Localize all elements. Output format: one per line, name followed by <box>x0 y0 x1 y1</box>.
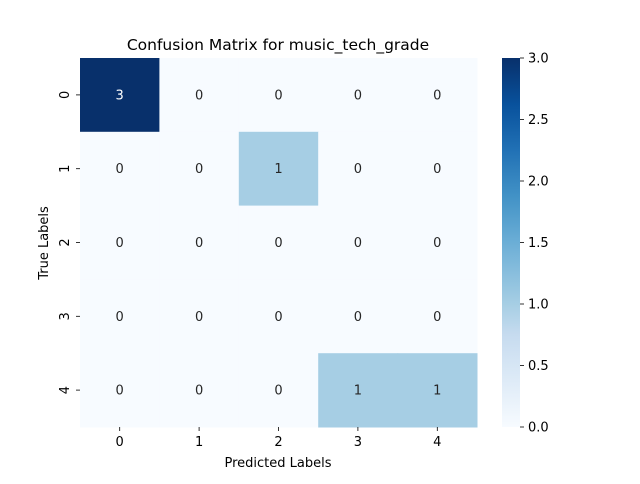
heatmap-cell <box>159 353 240 428</box>
heatmap-cell <box>397 205 478 280</box>
cell-annotation: 0 <box>433 310 441 325</box>
cell-annotation: 0 <box>116 310 124 325</box>
heatmap-cell <box>238 279 319 354</box>
heatmap-cell <box>159 58 240 133</box>
heatmap-cell <box>159 279 240 354</box>
cell-annotation: 0 <box>433 236 441 251</box>
heatmap-cells <box>80 58 478 428</box>
heatmap-cell <box>397 131 478 207</box>
x-axis-ticks: 0 1 2 3 4 <box>116 427 441 450</box>
heatmap-cell <box>238 353 319 428</box>
x-axis-label: Predicted Labels <box>224 456 331 471</box>
x-tick-label: 4 <box>433 435 441 450</box>
cell-annotation: 0 <box>433 88 441 103</box>
y-axis-label: True Labels <box>37 206 52 281</box>
heatmap-cell <box>397 279 478 354</box>
cell-annotation: 1 <box>354 384 362 399</box>
colorbar-tick-label: 1.5 <box>528 236 549 251</box>
colorbar <box>502 58 520 427</box>
y-tick-label: 0 <box>58 91 73 99</box>
colorbar-ticks: 0.0 0.5 1.0 1.5 2.0 2.5 3.0 <box>520 52 549 436</box>
x-tick-label: 2 <box>274 435 282 450</box>
colorbar-tick-label: 0.0 <box>528 421 549 436</box>
cell-annotation: 0 <box>195 162 203 177</box>
heatmap-cell <box>397 58 478 133</box>
chart-title: Confusion Matrix for music_tech_grade <box>127 36 429 55</box>
heatmap-cell <box>397 353 478 428</box>
heatmap-cell <box>159 205 240 280</box>
cell-annotation: 0 <box>274 236 282 251</box>
heatmap-cell <box>238 131 319 207</box>
cell-annotation: 0 <box>195 88 203 103</box>
heatmap-cell <box>318 353 399 428</box>
heatmap-cell <box>238 205 319 280</box>
heatmap-cell <box>238 58 319 133</box>
cell-annotations: 3 0 0 0 0 0 0 1 0 0 0 0 0 0 0 0 0 0 0 0 0 0 0 1 1 <box>116 88 442 398</box>
cell-annotation: 0 <box>116 162 124 177</box>
x-tick-label: 1 <box>195 435 203 450</box>
cell-annotation: 0 <box>274 384 282 399</box>
heatmap-cell <box>318 205 399 280</box>
x-tick-label: 0 <box>116 435 124 450</box>
cell-annotation: 0 <box>274 310 282 325</box>
y-axis-ticks: 0 1 2 3 4 <box>58 91 80 394</box>
heatmap-cell <box>80 279 160 354</box>
colorbar-tick-label: 2.0 <box>528 175 549 190</box>
heatmap-cell <box>80 353 160 428</box>
heatmap-cell <box>159 131 240 207</box>
cell-annotation: 0 <box>433 162 441 177</box>
y-tick-label: 3 <box>58 312 73 320</box>
heatmap-cell <box>80 131 160 207</box>
cell-annotation: 0 <box>274 88 282 103</box>
colorbar-tick-label: 1.0 <box>528 298 549 313</box>
y-tick-label: 2 <box>58 238 73 246</box>
cell-annotation: 0 <box>195 310 203 325</box>
cell-annotation: 0 <box>195 384 203 399</box>
cell-annotation: 3 <box>116 88 124 103</box>
heatmap-cell <box>318 58 399 133</box>
cell-annotation: 1 <box>433 384 441 399</box>
heatmap-cell <box>80 58 160 133</box>
y-tick-label: 1 <box>58 165 73 173</box>
heatmap-cell <box>318 279 399 354</box>
heatmap-cell <box>80 205 160 280</box>
cell-annotation: 0 <box>354 310 362 325</box>
colorbar-tick-label: 3.0 <box>528 52 549 67</box>
colorbar-tick-label: 0.5 <box>528 359 549 374</box>
y-tick-label: 4 <box>58 386 73 394</box>
cell-annotation: 0 <box>354 236 362 251</box>
x-tick-label: 3 <box>354 435 362 450</box>
cell-annotation: 0 <box>195 236 203 251</box>
cell-annotation: 0 <box>354 162 362 177</box>
cell-annotation: 0 <box>116 236 124 251</box>
cell-annotation: 0 <box>116 384 124 399</box>
heatmap-cell <box>318 131 399 207</box>
colorbar-tick-label: 2.5 <box>528 113 549 128</box>
cell-annotation: 0 <box>354 88 362 103</box>
cell-annotation: 1 <box>274 162 282 177</box>
